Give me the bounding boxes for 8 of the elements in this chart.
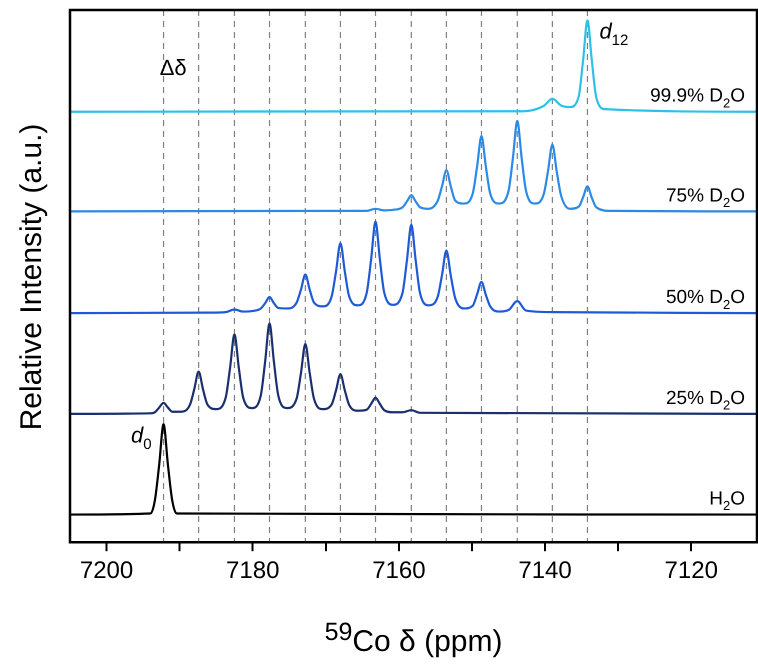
y-axis-title: Relative Intensity (a.u.) [14,122,49,432]
x-tick-label: 7160 [372,557,426,584]
x-tick-label: 7120 [664,557,718,584]
x-tick-label: 7200 [80,557,134,584]
x-axis-title: $^{59}$Co δ (ppm) [324,618,504,659]
x-tick-label: 7180 [226,557,280,584]
x-tick-label: 7140 [518,557,572,584]
annotation: Δδ [160,54,187,80]
